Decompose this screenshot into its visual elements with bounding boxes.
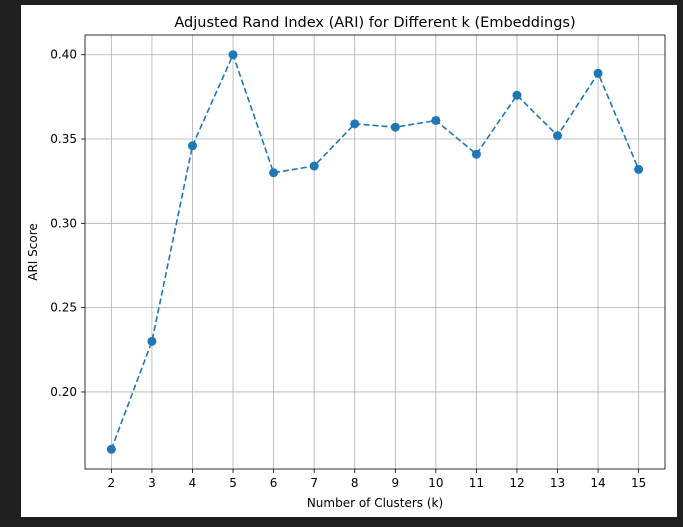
x-gridlines [110,35,640,469]
y-tick-label: 0.25 [50,301,77,315]
data-point-k14 [593,68,603,78]
series-group [106,50,644,454]
y-ticks: 0.20 0.25 0.30 0.35 0.40 [50,48,85,399]
plot-frame [84,34,666,470]
x-tick-label: 8 [351,476,359,490]
x-tick-label: 9 [391,476,399,490]
data-point-k3 [147,336,157,346]
data-point-k4 [187,141,197,151]
x-tick-label: 7 [310,476,318,490]
y-tick-label: 0.35 [50,132,77,146]
data-point-k10 [431,115,441,125]
x-tick-label: 4 [189,476,197,490]
x-tick-label: 6 [270,476,278,490]
data-point-k5 [228,50,238,60]
data-point-k6 [269,168,279,178]
data-point-k7 [309,161,319,171]
y-gridlines [85,54,665,393]
plot-area [85,35,665,469]
data-point-k8 [350,119,360,129]
x-tick-label: 14 [590,476,605,490]
x-tick-label: 12 [509,476,524,490]
x-tick-label: 5 [229,476,237,490]
data-point-k9 [390,122,400,132]
line-chart: 2 3 4 5 6 7 8 9 10 11 12 13 14 15 0.20 0.25 0.30 0.35 0.4… [26,15,666,510]
chart-title: Adjusted Rand Index (ARI) for Different … [174,15,575,31]
x-tick-label: 3 [148,476,156,490]
y-tick-label: 0.20 [50,385,77,399]
x-tick-label: 10 [428,476,443,490]
x-tick-label: 13 [550,476,565,490]
x-tick-label: 2 [108,476,116,490]
y-axis-label: ARI Score [26,223,40,281]
chart-figure: 2 3 4 5 6 7 8 9 10 11 12 13 14 15 0.20 0.25 0.30 0.35 0.4… [21,5,677,517]
data-point-k15 [634,164,644,174]
data-point-k2 [106,444,116,454]
x-tick-label: 11 [469,476,484,490]
data-point-k13 [553,131,563,141]
x-axis-label: Number of Clusters (k) [307,496,443,510]
x-tick-label: 15 [631,476,646,490]
data-point-k11 [471,149,481,159]
y-tick-label: 0.40 [50,48,77,62]
series-line [110,52,640,450]
x-ticks: 2 3 4 5 6 7 8 9 10 11 12 13 14 15 [108,469,646,490]
y-tick-label: 0.30 [50,216,77,230]
data-point-k12 [512,90,522,100]
